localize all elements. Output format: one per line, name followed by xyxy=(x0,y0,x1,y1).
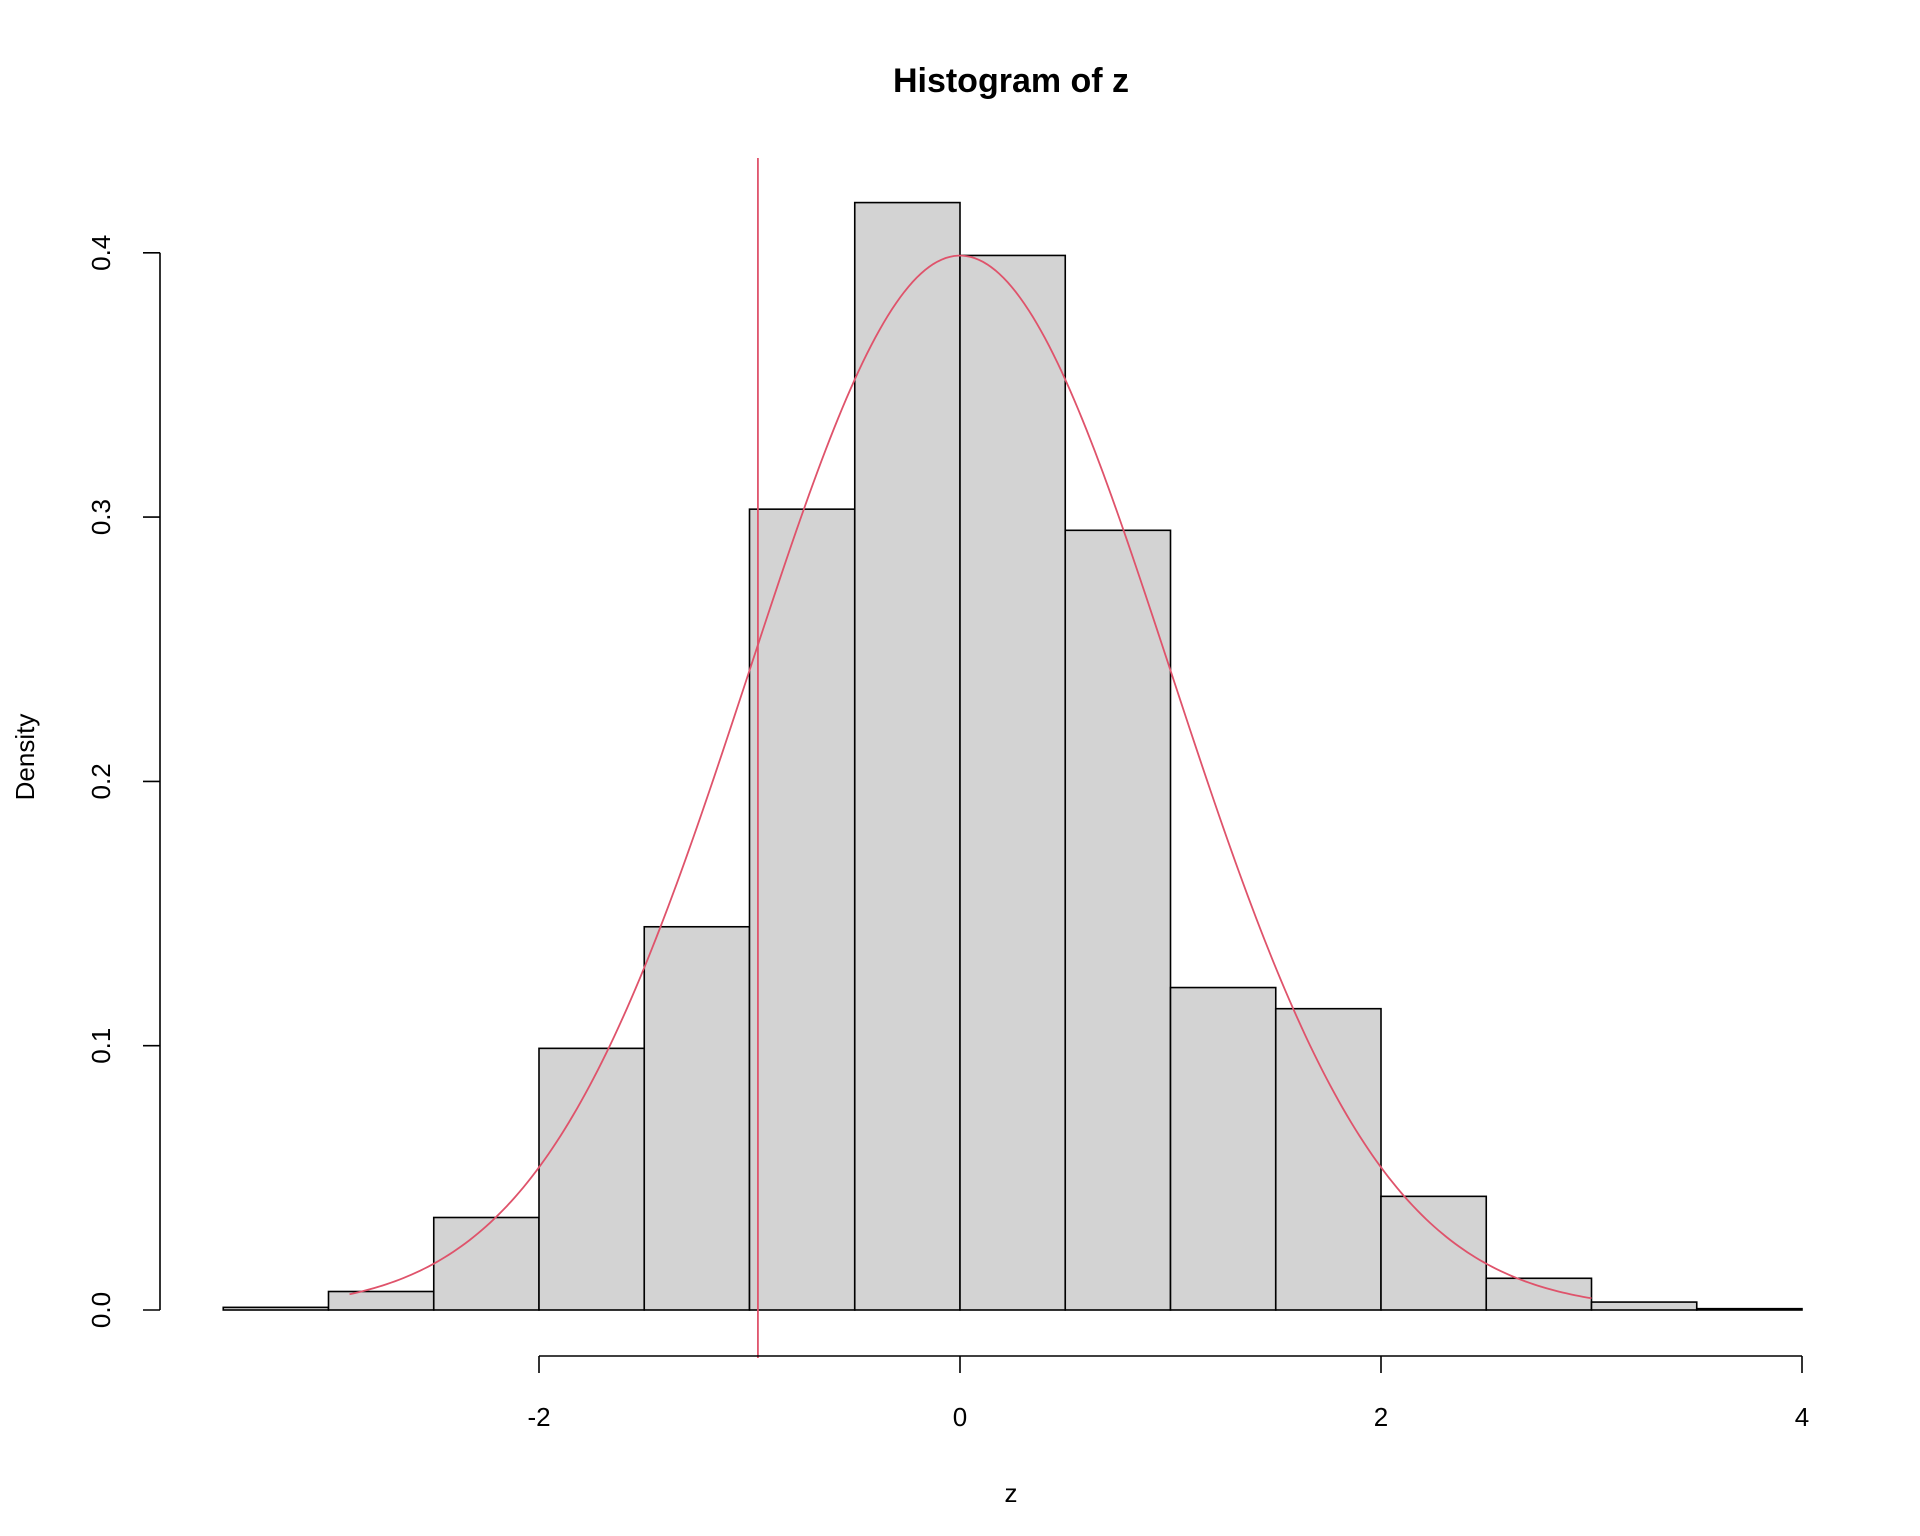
histogram-bar xyxy=(1380,1195,1488,1311)
y-tick-label: 0.2 xyxy=(86,763,116,799)
x-tick-label: 2 xyxy=(1374,1402,1388,1432)
histogram-bar xyxy=(538,1047,646,1311)
histogram-bars xyxy=(222,201,1803,1311)
histogram-bar xyxy=(1064,529,1172,1311)
histogram-bar xyxy=(643,925,751,1311)
x-axis: -2 0 2 4 xyxy=(527,1355,1809,1432)
y-tick-label: 0.3 xyxy=(86,499,116,535)
y-axis-label: Density xyxy=(10,714,40,801)
histogram-bar xyxy=(1695,1307,1803,1311)
x-tick-label: 4 xyxy=(1795,1402,1809,1432)
y-tick-label: 0.4 xyxy=(86,235,116,271)
y-tick-label: 0.1 xyxy=(86,1028,116,1064)
y-axis: 0.0 0.1 0.2 0.3 0.4 xyxy=(86,235,161,1328)
chart-title: Histogram of z xyxy=(893,62,1129,100)
x-tick-label: 0 xyxy=(953,1402,967,1432)
normal-density-curve xyxy=(349,254,1592,1300)
density-curve-layer xyxy=(349,254,1592,1300)
y-tick-label: 0.0 xyxy=(86,1292,116,1328)
histogram-bar xyxy=(432,1216,540,1311)
histogram-bar xyxy=(748,508,856,1311)
histogram-bar xyxy=(1169,986,1277,1311)
histogram-bar xyxy=(327,1290,435,1311)
histogram-bar xyxy=(1274,1007,1382,1311)
x-tick-label: -2 xyxy=(527,1402,550,1432)
histogram-bar xyxy=(853,201,961,1311)
x-axis-label: z xyxy=(1005,1478,1018,1508)
histogram-bar xyxy=(1485,1277,1593,1311)
histogram-bar xyxy=(222,1306,330,1311)
histogram-bar xyxy=(1590,1301,1698,1311)
histogram-bar xyxy=(959,254,1067,1311)
